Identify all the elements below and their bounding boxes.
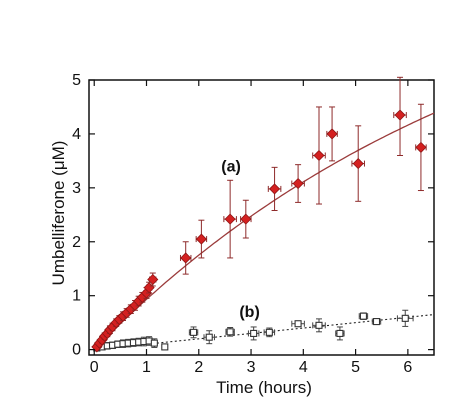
x-tick-label: 4 [299,359,308,376]
data-point-b [161,343,169,351]
data-point-b [265,328,273,336]
data-point-b [294,320,302,328]
data-point-a [195,233,207,245]
data-point-a [180,252,192,264]
y-tick-label: 2 [72,234,81,251]
data-point-a [240,213,252,225]
data-point-b [226,328,234,336]
data-point-a [269,183,281,195]
data-point-b [336,329,344,337]
x-axis-label: Time (hours) [216,378,312,397]
series-b [93,309,414,352]
x-tick-label: 0 [90,359,99,376]
fit-curve-a [94,112,435,349]
axis-ticks: 0 1 2 3 4 5 6 0 1 2 3 4 5 [72,72,434,376]
data-point-b [250,329,258,337]
y-axis-label: Umbelliferone (μM) [49,141,68,286]
data-point-a [313,149,325,162]
data-point-b [372,318,381,326]
data-point-a [224,213,236,225]
series-a [91,76,427,353]
data-point-b [359,312,367,320]
y-tick-label: 0 [72,342,81,359]
y-tick-label: 1 [72,288,81,305]
data-point-b [401,314,409,322]
data-point-a [352,158,364,170]
fit-lines [94,112,435,351]
data-point-b [150,339,158,347]
data-point-a [394,109,406,121]
y-tick-label: 4 [72,126,81,143]
x-tick-label: 5 [351,359,360,376]
series-b-label: (b) [239,304,259,321]
series-a-label: (a) [221,158,241,175]
x-tick-label: 6 [403,359,412,376]
data-point-a [415,141,427,153]
data-point-a [292,177,304,190]
data-point-b [189,328,198,336]
plot-frame [88,79,435,356]
y-tick-label: 3 [72,180,81,197]
data-point-a [326,128,338,140]
y-tick-label: 5 [72,72,81,89]
plot-border [88,79,435,356]
data-point-a [147,273,159,286]
x-tick-label: 2 [194,359,203,376]
x-tick-label: 1 [142,359,151,376]
labels: Time (hours) Umbelliferone (μM) (a) (b) [49,141,312,397]
data-point-b [315,321,323,329]
data-point-b [205,333,213,341]
x-tick-label: 3 [247,359,256,376]
